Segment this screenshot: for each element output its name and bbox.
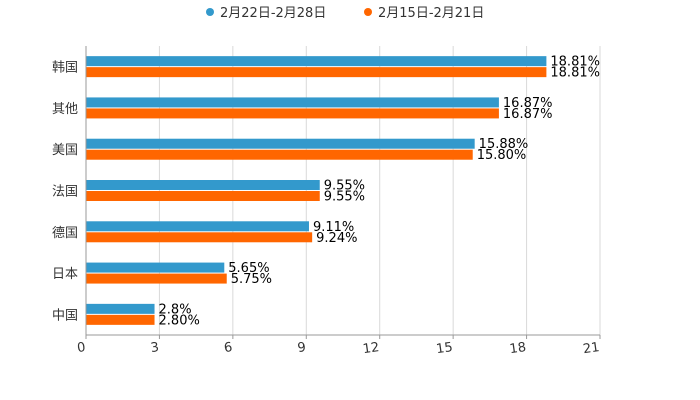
category-label-7: 中国 [52,308,78,323]
bar-1-2[interactable] [86,97,499,108]
legend-marker-1 [206,8,214,16]
tick-label-9: 9 [297,340,307,356]
tick-label-15: 15 [435,340,453,357]
data-label-1-4: 9.55% [324,179,365,194]
bar-2-5[interactable] [86,232,313,243]
data-label-1-2: 16.87% [503,96,553,111]
data-label-2-7: 2.80% [159,313,200,328]
category-label-5: 德国 [52,226,78,241]
bar-2-7[interactable] [86,314,155,325]
category-label-4: 法国 [52,185,78,200]
grid-lines [85,46,601,335]
data-label-1-5: 9.11% [313,220,354,235]
tick-label-0: 0 [76,340,86,356]
tick-label-21: 21 [582,340,600,357]
legend-item-2[interactable]: 2月15日-2月21日 [364,6,484,21]
data-labels: 18.81%18.81% 16.87%16.87% 15.88%15.80% 9.55… [159,55,600,329]
data-label-2-4: 9.55% [324,190,365,205]
bar-2-3[interactable] [86,149,473,160]
bar-1-1[interactable] [86,56,547,67]
legend-marker-2 [364,8,372,16]
bar-1-3[interactable] [86,138,475,149]
data-label-1-1: 18.81% [550,55,600,70]
data-label-2-6: 5.75% [231,272,272,287]
category-label-3: 美国 [52,143,78,158]
bar-2-4[interactable] [86,191,320,201]
bar-1-6[interactable] [86,262,225,273]
bar-2-2[interactable] [86,108,499,119]
category-label-2: 其他 [52,102,78,117]
category-label-1: 韩国 [52,61,78,76]
bars [86,56,547,325]
data-label-2-2: 16.87% [503,107,553,122]
bar-2-6[interactable] [86,273,227,284]
data-label-1-7: 2.8% [159,302,192,317]
tick-label-12: 12 [362,340,380,357]
data-label-2-1: 18.81% [550,66,600,81]
data-label-1-6: 5.65% [228,261,269,276]
bar-1-5[interactable] [86,221,309,232]
tick-label-6: 6 [223,340,233,356]
legend-label-1: 2月22日-2月28日 [220,6,326,21]
data-label-2-3: 15.80% [477,148,527,163]
legend: 2月22日-2月28日 2月15日-2月21日 [206,6,484,21]
bar-1-4[interactable] [86,180,320,190]
bar-1-7[interactable] [86,303,155,314]
legend-label-2: 2月15日-2月21日 [378,6,484,21]
data-label-1-3: 15.88% [479,137,529,152]
legend-item-1[interactable]: 2月22日-2月28日 [206,6,326,21]
bar-2-1[interactable] [86,67,547,78]
tick-label-3: 3 [150,340,160,356]
category-label-6: 日本 [52,267,78,282]
tick-label-18: 18 [509,340,527,357]
data-label-2-5: 9.24% [316,231,357,246]
